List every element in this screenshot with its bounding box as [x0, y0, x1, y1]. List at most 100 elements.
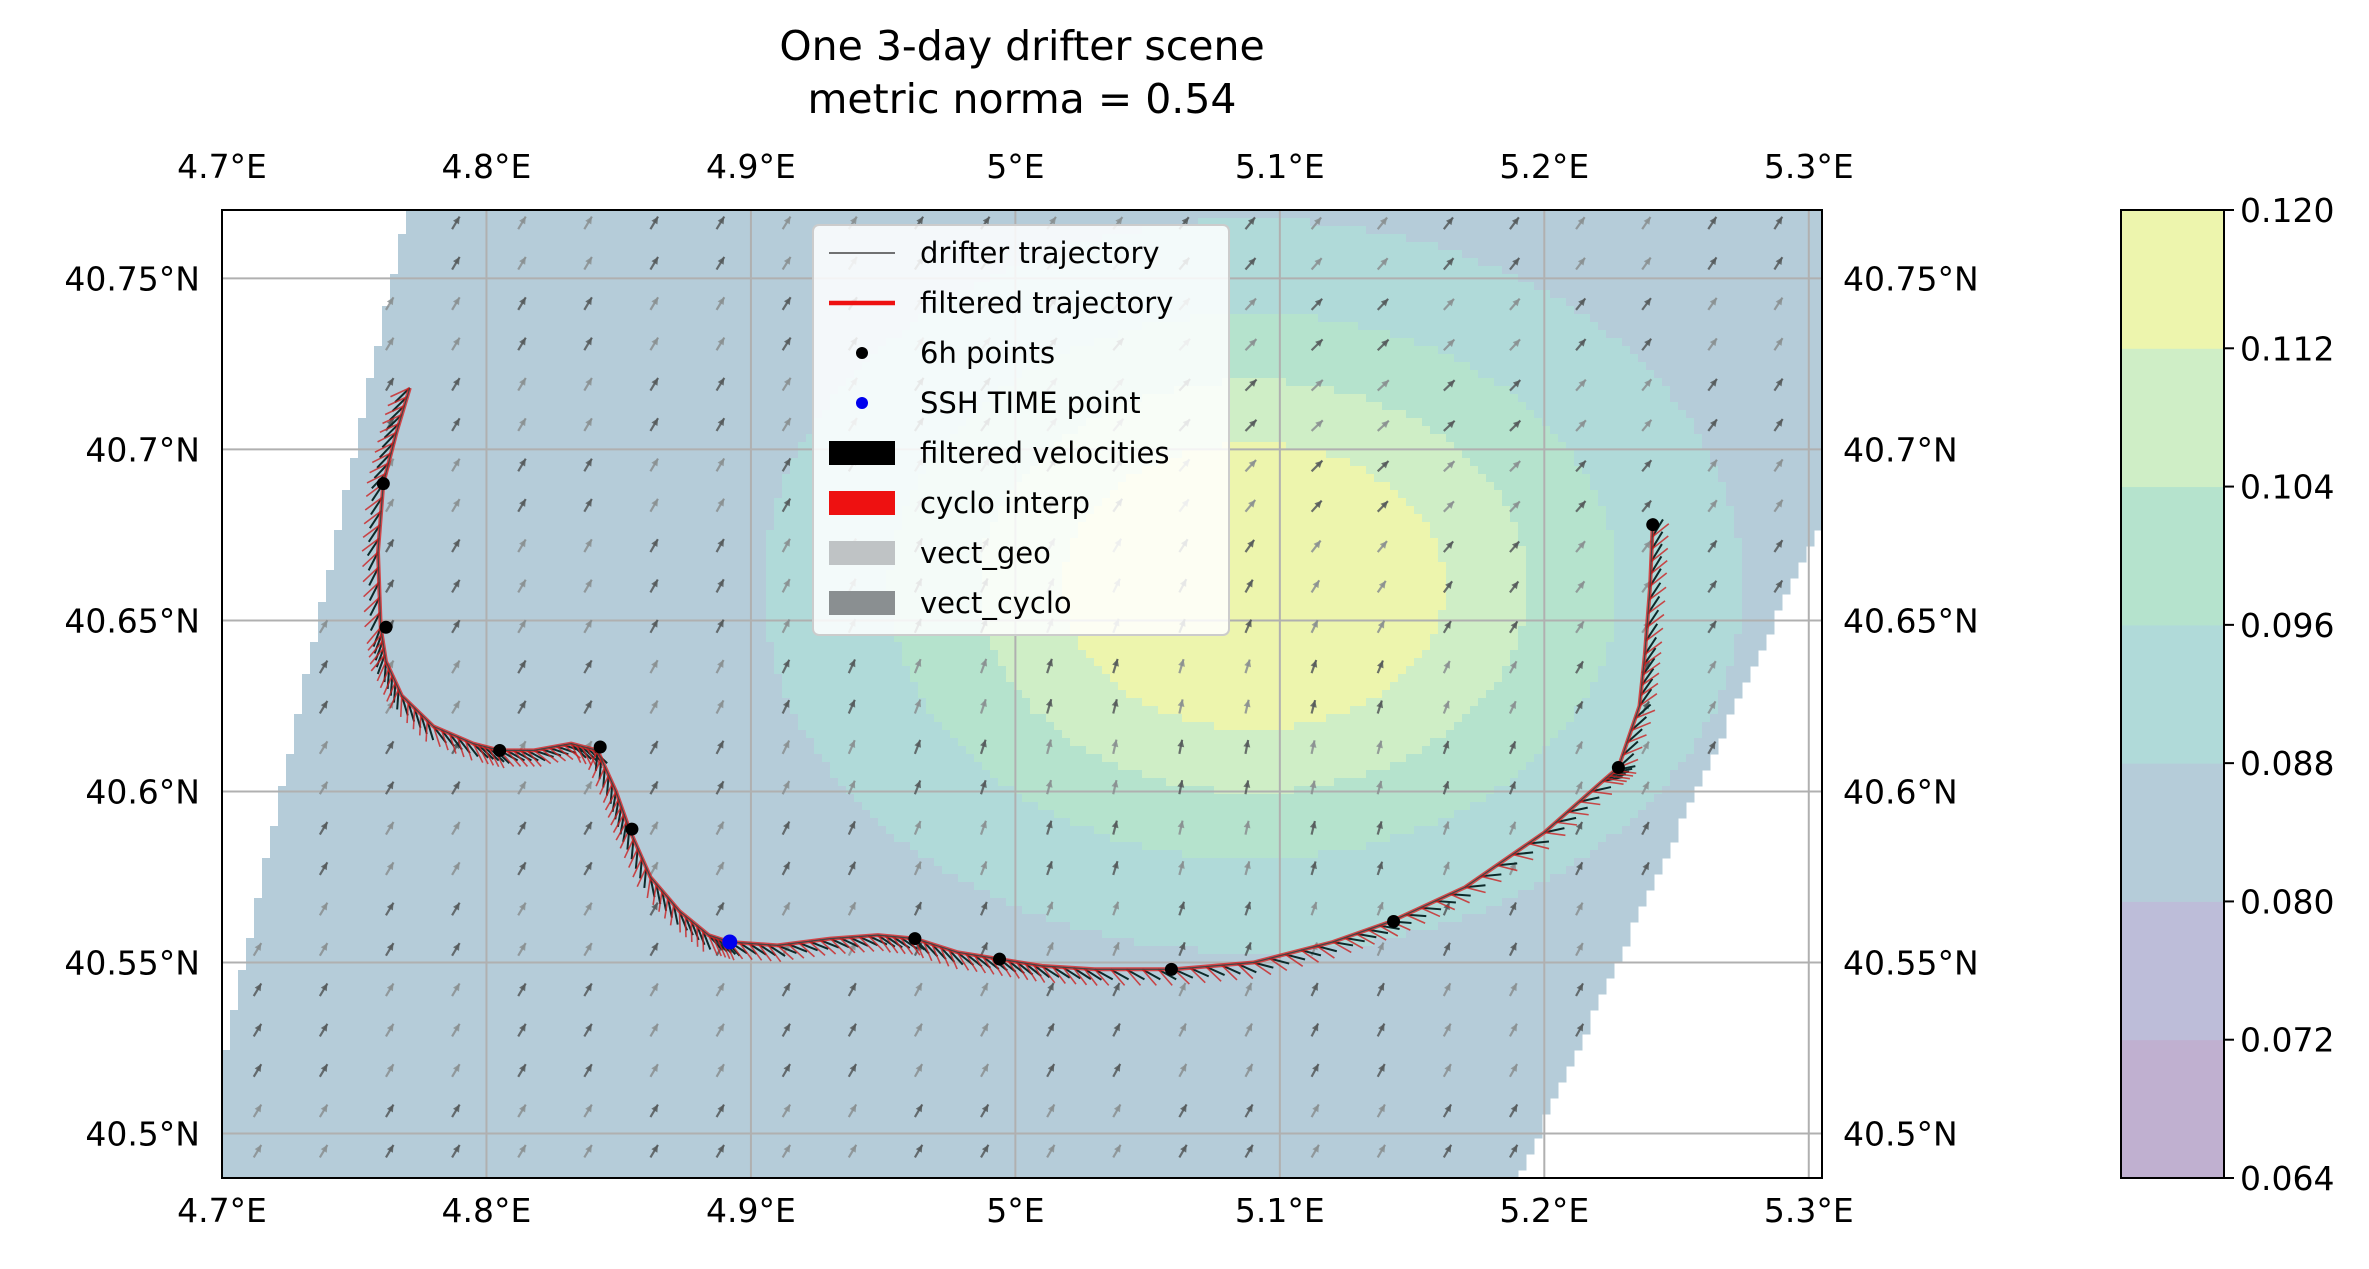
ssh-cell — [614, 890, 623, 899]
ssh-cell — [366, 658, 375, 667]
ssh-cell — [574, 410, 583, 419]
ssh-cell — [470, 258, 479, 267]
ssh-cell — [294, 874, 303, 883]
ssh-cell — [582, 794, 591, 803]
ssh-cell — [406, 378, 415, 387]
ssh-cell — [430, 226, 439, 235]
ssh-cell — [326, 642, 335, 651]
ssh-cell — [518, 466, 527, 475]
ssh-cell — [334, 610, 343, 619]
ssh-cell — [238, 1106, 247, 1115]
ssh-cell — [382, 1146, 391, 1155]
ssh-cell — [294, 1066, 303, 1075]
ssh-cell — [566, 1170, 575, 1178]
ssh-cell — [438, 1090, 447, 1099]
ssh-cell — [310, 706, 319, 715]
ssh-cell — [310, 674, 319, 683]
ssh-cell — [630, 426, 639, 435]
ssh-cell — [294, 794, 303, 803]
ssh-cell — [478, 762, 487, 771]
ssh-cell — [414, 914, 423, 923]
ssh-cell — [622, 1162, 631, 1171]
ssh-cell — [430, 426, 439, 435]
ssh-cell — [430, 818, 439, 827]
ssh-cell — [502, 1090, 511, 1099]
ssh-cell — [630, 626, 639, 635]
ssh-cell — [390, 1034, 399, 1043]
ssh-cell — [574, 1146, 583, 1155]
ssh-cell — [622, 1010, 631, 1019]
ssh-cell — [366, 786, 375, 795]
ssh-cell — [222, 1058, 231, 1067]
ssh-cell — [462, 386, 471, 395]
ssh-cell — [478, 1114, 487, 1123]
ssh-cell — [558, 330, 567, 339]
ssh-cell — [518, 402, 527, 411]
ssh-cell — [398, 962, 407, 971]
ssh-cell — [406, 450, 415, 459]
ssh-cell — [510, 474, 519, 483]
ssh-cell — [598, 1082, 607, 1091]
ssh-cell — [462, 906, 471, 915]
ssh-cell — [582, 242, 591, 251]
ssh-cell — [550, 994, 559, 1003]
ssh-cell — [358, 1170, 367, 1178]
ssh-cell — [622, 226, 631, 235]
ssh-cell — [502, 994, 511, 1003]
ssh-cell — [502, 546, 511, 555]
ssh-cell — [262, 1042, 271, 1051]
ssh-cell — [270, 1066, 279, 1075]
ssh-cell — [590, 1146, 599, 1155]
ssh-cell — [230, 1026, 239, 1035]
ssh-cell — [342, 706, 351, 715]
ssh-cell — [462, 858, 471, 867]
ssh-cell — [558, 650, 567, 659]
ssh-cell — [606, 914, 615, 923]
ssh-cell — [606, 674, 615, 683]
ssh-cell — [550, 314, 559, 323]
ssh-cell — [502, 290, 511, 299]
ssh-cell — [422, 930, 431, 939]
ssh-cell — [574, 962, 583, 971]
ssh-cell — [574, 402, 583, 411]
ssh-cell — [414, 642, 423, 651]
ssh-cell — [462, 890, 471, 899]
ssh-cell — [558, 898, 567, 907]
ssh-cell — [598, 706, 607, 715]
ssh-cell — [390, 562, 399, 571]
ssh-cell — [358, 1098, 367, 1107]
ssh-cell — [518, 282, 527, 291]
ssh-cell — [446, 1146, 455, 1155]
ssh-cell — [470, 546, 479, 555]
ssh-cell — [246, 970, 255, 979]
ssh-cell — [574, 346, 583, 355]
ssh-cell — [326, 586, 335, 595]
ssh-cell — [342, 674, 351, 683]
ssh-cell — [582, 490, 591, 499]
ssh-cell — [462, 930, 471, 939]
ssh-cell — [294, 1010, 303, 1019]
ssh-cell — [302, 890, 311, 899]
ssh-cell — [614, 1042, 623, 1051]
ssh-cell — [430, 962, 439, 971]
ssh-cell — [478, 346, 487, 355]
ssh-cell — [310, 1066, 319, 1075]
ssh-cell — [598, 370, 607, 379]
ssh-cell — [590, 426, 599, 435]
ssh-cell — [582, 514, 591, 523]
ssh-cell — [310, 1154, 319, 1163]
ssh-cell — [398, 1162, 407, 1171]
ssh-cell — [566, 506, 575, 515]
ssh-cell — [310, 818, 319, 827]
ssh-cell — [302, 914, 311, 923]
ssh-cell — [398, 370, 407, 379]
ssh-cell — [374, 970, 383, 979]
ssh-cell — [470, 1066, 479, 1075]
ssh-cell — [438, 954, 447, 963]
ssh-cell — [398, 514, 407, 523]
ssh-cell — [566, 1090, 575, 1099]
ssh-cell — [398, 1122, 407, 1131]
ssh-cell — [462, 1114, 471, 1123]
ssh-cell — [526, 770, 535, 779]
ssh-cell — [414, 1082, 423, 1091]
